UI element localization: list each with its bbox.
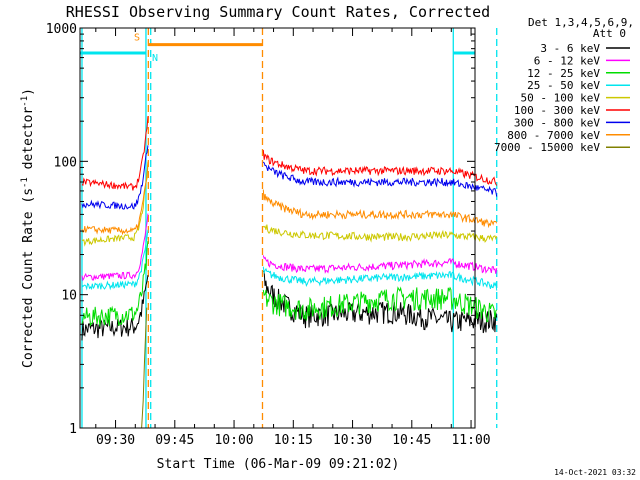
y-axis-label-end: ) — [21, 88, 36, 96]
y-axis-label-exponent-2: -1 — [20, 96, 30, 107]
x-tick-label: 11:00 — [451, 433, 490, 448]
flag-bars: SN — [80, 33, 475, 64]
series-line-post — [262, 189, 498, 229]
y-axis-label: Corrected Count Rate (s-1 detector-1) — [20, 88, 36, 368]
x-tick-label: 10:15 — [274, 433, 313, 448]
x-tick-label: 09:30 — [96, 433, 135, 448]
legend-entry-label: 7000 - 15000 keV — [494, 141, 600, 154]
flag-label: S — [134, 33, 140, 44]
series-line-pre — [81, 213, 149, 282]
y-tick-label: 1000 — [46, 22, 77, 37]
legend-header-line-2: Att 0 — [593, 27, 626, 40]
x-tick-label: 10:30 — [333, 433, 372, 448]
series-line-pre — [141, 307, 148, 429]
legend-header-line-1: Det 1,3,4,5,6,9, — [528, 16, 634, 29]
x-tick-label: 09:45 — [155, 433, 194, 448]
legend-entry-label: 300 - 800 keV — [514, 116, 600, 129]
series-line-pre — [81, 240, 149, 327]
legend-entry-label: 100 - 300 keV — [514, 104, 600, 117]
legend-entry-label: 12 - 25 keV — [527, 67, 600, 80]
y-axis-label-main: Corrected Count Rate (s — [21, 188, 36, 368]
series-line-post — [262, 149, 498, 186]
legend-entry-label: 50 - 100 keV — [521, 92, 601, 105]
series-line-pre — [81, 145, 149, 210]
series-line-post — [262, 286, 498, 323]
x-tick-label: 10:00 — [214, 433, 253, 448]
series-line-post — [262, 255, 498, 274]
series-line-pre — [81, 116, 149, 191]
legend-entry-label: 25 - 50 keV — [527, 79, 600, 92]
timestamp: 14-Oct-2021 03:32 — [554, 468, 636, 477]
series-line-pre — [81, 164, 149, 247]
y-tick-label: 1 — [69, 422, 77, 437]
series-line-post — [262, 266, 498, 291]
chart-title: RHESSI Observing Summary Count Rates, Co… — [66, 3, 490, 21]
series-line-post — [262, 224, 498, 243]
axes: 09:30 09:45 10:00 10:15 10:30 10:45 11:00 1 10 10… — [46, 22, 491, 448]
series-line-pre — [81, 229, 149, 291]
y-tick-label: 100 — [54, 155, 77, 170]
legend-entry-label: 3 - 6 keV — [540, 42, 600, 55]
y-axis-label-mid: detector — [21, 107, 36, 178]
legend-entry-label: 800 - 7000 keV — [507, 129, 600, 142]
series-line-pre — [81, 161, 149, 236]
series-line-pre — [81, 275, 149, 341]
x-tick-label: 10:45 — [392, 433, 431, 448]
y-axis-label-exponent-1: -1 — [20, 177, 30, 188]
legend-entry-label: 6 - 12 keV — [534, 54, 601, 67]
series-line-post — [262, 161, 498, 197]
flag-label: N — [152, 53, 158, 64]
y-tick-label: 10 — [61, 289, 77, 304]
x-axis-label: Start Time (06-Mar-09 09:21:02) — [157, 457, 400, 472]
plot-frame — [79, 27, 476, 429]
series-lines — [81, 116, 498, 429]
series-line-post — [262, 270, 498, 334]
